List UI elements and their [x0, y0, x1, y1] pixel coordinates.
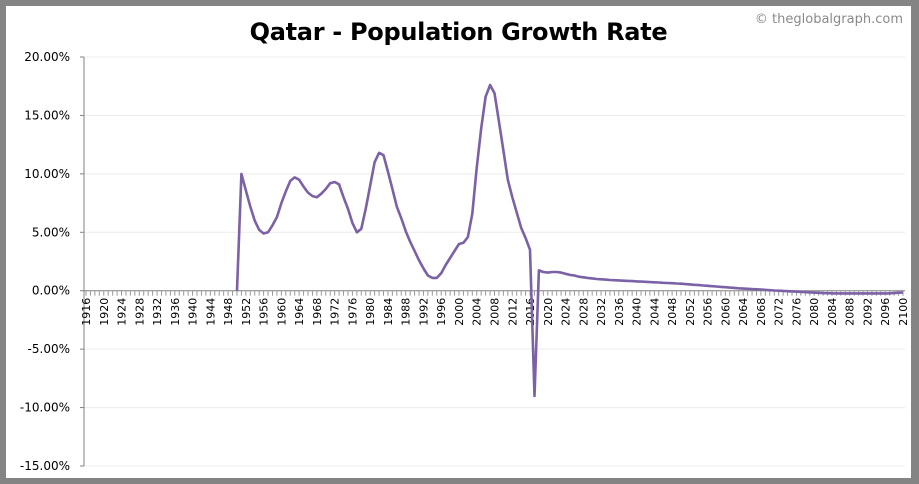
x-tick-label: 2016 [524, 298, 537, 326]
x-tick-label: 1972 [329, 298, 342, 326]
x-tick-label: 1948 [222, 298, 235, 326]
x-tick-label: 2076 [790, 298, 803, 326]
series-line [235, 83, 904, 398]
x-tick-label: 1952 [240, 298, 253, 326]
x-tick-label: 1968 [311, 298, 324, 326]
watermark: © theglobalgraph.com [754, 12, 903, 27]
x-tick-label: 1984 [382, 298, 395, 326]
y-tick-label: -10.00% [20, 401, 70, 415]
x-tick-label: 1936 [169, 298, 182, 326]
x-tick-label: 2080 [808, 298, 821, 326]
x-tick-label: 1976 [346, 298, 359, 326]
x-tick-label: 2096 [879, 298, 892, 326]
x-tick-label: 2064 [737, 298, 750, 326]
x-tick-label: 2020 [542, 298, 555, 326]
x-tick-label: 2004 [471, 298, 484, 326]
x-tick-label: 2100 [897, 298, 910, 326]
x-tick-label: 1964 [293, 298, 306, 326]
x-tick-label: 1988 [400, 298, 413, 326]
x-tick-label: 2032 [595, 298, 608, 326]
x-tick-label: 2060 [719, 298, 732, 326]
x-tick-label: 2036 [613, 298, 626, 326]
y-tick-label: -15.00% [20, 459, 70, 473]
x-tick-label: 2048 [666, 298, 679, 326]
y-tick-label: 20.00% [24, 50, 70, 64]
x-tick-label: 2040 [631, 298, 644, 326]
x-tick-label: 1932 [151, 298, 164, 326]
y-tick-label: -5.00% [28, 342, 70, 356]
x-tick-label: 2000 [453, 298, 466, 326]
x-tick-label: 2056 [702, 298, 715, 326]
y-tick-label: 5.00% [32, 225, 70, 239]
x-tick-label: 2092 [861, 298, 874, 326]
x-tick-label: 1924 [116, 298, 129, 326]
x-tick-label: 2084 [826, 298, 839, 326]
x-tick-label: 2072 [773, 298, 786, 326]
x-tick-label: 1980 [364, 298, 377, 326]
x-tick-label: 1940 [187, 298, 200, 326]
x-tick-label: 1992 [417, 298, 430, 326]
x-tick-label: 1928 [133, 298, 146, 326]
x-tick-label: 2044 [648, 298, 661, 326]
x-tick-label: 2008 [489, 298, 502, 326]
x-tick-label: 2012 [506, 298, 519, 326]
x-tick-label: 1960 [275, 298, 288, 326]
x-tick-label: 2088 [844, 298, 857, 326]
x-tick-label: 2052 [684, 298, 697, 326]
x-tick-label: 1944 [204, 298, 217, 326]
x-tick-label: 2024 [560, 298, 573, 326]
chart-title: Qatar - Population Growth Rate [249, 18, 668, 46]
x-tick-label: 2028 [577, 298, 590, 326]
y-tick-label: 15.00% [24, 108, 70, 122]
x-tick-label: 1916 [80, 298, 93, 326]
x-tick-label: 1956 [258, 298, 271, 326]
y-tick-label: 0.00% [32, 284, 70, 298]
x-tick-label: 1996 [435, 298, 448, 326]
x-tick-label: 2068 [755, 298, 768, 326]
y-tick-label: 10.00% [24, 167, 70, 181]
x-tick-label: 1920 [98, 298, 111, 326]
